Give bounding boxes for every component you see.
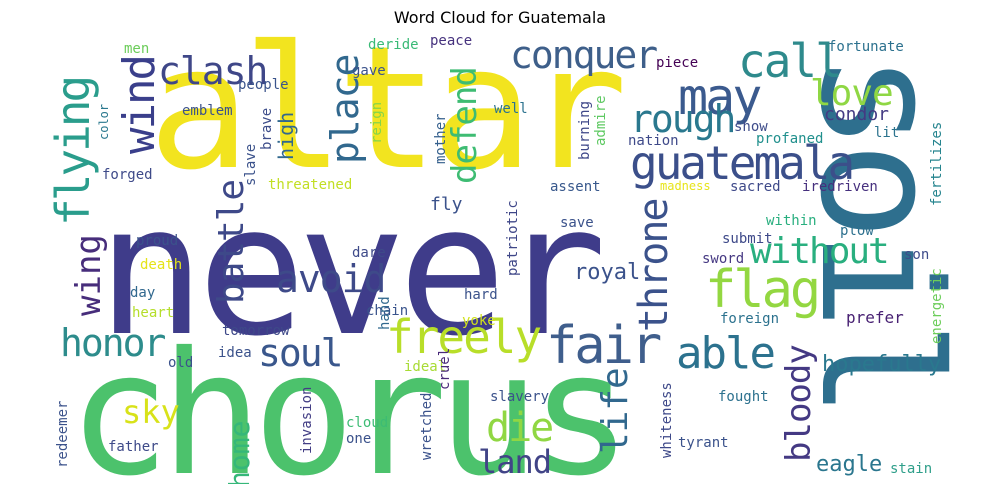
word-whiteness: whiteness bbox=[659, 382, 675, 458]
word-invasion: invasion bbox=[299, 386, 315, 454]
word-guatemala: guatemala bbox=[630, 136, 855, 190]
word-able: able bbox=[676, 328, 776, 379]
word-chorus: chorus bbox=[68, 316, 632, 484]
word-deride: deride bbox=[368, 37, 419, 53]
word-love: love bbox=[810, 73, 894, 114]
word-fought: fought bbox=[718, 389, 769, 405]
word-proud: proud bbox=[136, 233, 179, 249]
word-high: high bbox=[274, 111, 298, 160]
word-patriotic: patriotic bbox=[505, 200, 521, 276]
word-assent: assent bbox=[550, 179, 601, 195]
word-admire: admire bbox=[593, 95, 609, 146]
word-father: father bbox=[108, 439, 159, 455]
word-rough: rough bbox=[630, 97, 736, 141]
word-freely: freely bbox=[386, 310, 542, 364]
word-stain: stain bbox=[890, 461, 933, 477]
word-gave: gave bbox=[352, 63, 386, 79]
word-call: call bbox=[738, 34, 843, 88]
word-burning: burning bbox=[577, 100, 593, 160]
word-within: within bbox=[766, 213, 817, 229]
word-life: life bbox=[595, 367, 636, 454]
word-may: may bbox=[678, 68, 762, 126]
word-fertilizes: fertilizes bbox=[929, 121, 945, 206]
word-wretched: wretched bbox=[419, 392, 435, 460]
word-lit: lit bbox=[874, 125, 900, 141]
word-avoid: avoid bbox=[276, 257, 386, 301]
word-defend: defend bbox=[445, 67, 485, 184]
word-cruel: cruel bbox=[437, 347, 453, 390]
word-bloody: bloody bbox=[779, 345, 819, 462]
word-show: show bbox=[734, 119, 768, 135]
chart-title: Word Cloud for Guatemala bbox=[393, 8, 607, 27]
word-cloud: never chorus altar soil guatemala flying… bbox=[50, 34, 950, 484]
word-tomorrow: tomorrow bbox=[222, 323, 290, 339]
word-royal: royal bbox=[574, 260, 641, 285]
word-soul: soul bbox=[258, 331, 344, 375]
word-flying: flying bbox=[50, 77, 100, 226]
word-well: well bbox=[494, 101, 528, 117]
word-die: die bbox=[486, 405, 554, 451]
word-profaned: profaned bbox=[756, 131, 824, 147]
word-iredriven: iredriven bbox=[802, 179, 878, 195]
word-sword: sword bbox=[702, 251, 745, 267]
word-day: day bbox=[130, 285, 156, 301]
word-flag: flag bbox=[705, 260, 821, 320]
word-tyrant: tyrant bbox=[678, 435, 729, 451]
word-slave: slave bbox=[243, 143, 259, 186]
word-people: people bbox=[238, 77, 289, 93]
word-altar: altar bbox=[148, 34, 628, 208]
word-wind: wind bbox=[114, 56, 165, 154]
word-battle: battle bbox=[211, 179, 252, 304]
word-wing: wing bbox=[69, 234, 109, 316]
word-one: one bbox=[346, 431, 372, 447]
word-honor: honor bbox=[60, 321, 166, 365]
word-condor: condor bbox=[824, 104, 890, 125]
word-eagle: eagle bbox=[816, 452, 883, 477]
word-brave: brave bbox=[259, 107, 275, 150]
word-sacred: sacred bbox=[730, 179, 781, 195]
word-cloud: cloud bbox=[346, 415, 389, 431]
word-fly: fly bbox=[430, 194, 463, 215]
word-home: home bbox=[223, 420, 256, 484]
word-ideal: ideal bbox=[404, 359, 447, 375]
word-forged: forged bbox=[102, 167, 153, 183]
word-sky: sky bbox=[122, 393, 180, 431]
word-save: save bbox=[560, 215, 594, 231]
word-hand: hand bbox=[377, 296, 393, 330]
word-reign: reign bbox=[369, 101, 385, 144]
word-chain: chain bbox=[366, 303, 409, 319]
word-piece: piece bbox=[656, 55, 699, 71]
word-dare: dare bbox=[352, 245, 386, 261]
word-hard: hard bbox=[464, 287, 498, 303]
word-threatened: threatened bbox=[268, 177, 353, 193]
word-submit: submit bbox=[722, 231, 773, 247]
word-old: old bbox=[168, 355, 194, 371]
word-plow: plow bbox=[840, 223, 874, 239]
word-idea: idea bbox=[218, 345, 252, 361]
word-yoke: yoke bbox=[462, 313, 496, 329]
word-son: son bbox=[904, 247, 930, 263]
word-heart: heart bbox=[132, 305, 175, 321]
word-conquer: conquer bbox=[510, 34, 658, 77]
word-slavery: slavery bbox=[490, 389, 550, 405]
word-peace: peace bbox=[430, 34, 473, 49]
word-redeemer: redeemer bbox=[55, 400, 71, 468]
word-nation: nation bbox=[628, 133, 679, 149]
word-fortunate: fortunate bbox=[828, 39, 904, 55]
word-madness: madness bbox=[660, 179, 711, 193]
word-without: without bbox=[750, 231, 890, 272]
word-never: never bbox=[97, 167, 607, 376]
word-land: land bbox=[478, 443, 552, 481]
word-emblem: emblem bbox=[182, 103, 233, 119]
word-hopefully: hopefully bbox=[822, 352, 942, 377]
word-fair: fair bbox=[546, 316, 662, 376]
word-men: men bbox=[124, 41, 150, 57]
word-clash: clash bbox=[158, 49, 268, 93]
word-foreign: foreign bbox=[720, 311, 780, 327]
word-death: death bbox=[140, 257, 183, 273]
word-mother: mother bbox=[433, 113, 449, 164]
word-prefer: prefer bbox=[846, 308, 904, 327]
word-energetic: energetic bbox=[929, 268, 945, 344]
word-color: color bbox=[97, 103, 111, 140]
